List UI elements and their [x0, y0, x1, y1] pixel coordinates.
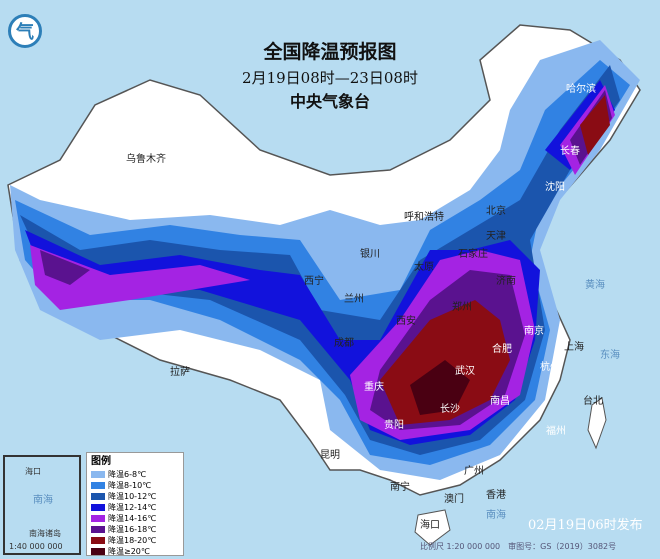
legend-swatch: [91, 515, 105, 522]
city-label: 天津: [486, 231, 506, 242]
city-label: 哈尔滨: [566, 84, 596, 95]
city-label: 乌鲁木齐: [126, 154, 166, 165]
legend-label: 降温6-8℃: [108, 470, 147, 479]
legend-label: 降温18-20℃: [108, 536, 157, 545]
legend-item: 降温12-14℃: [91, 502, 179, 513]
city-label: 南昌: [490, 396, 510, 407]
city-label: 广州: [464, 466, 484, 477]
city-label: 香港: [486, 490, 506, 501]
sea-label: 黄海: [585, 280, 605, 291]
inset-sea-label: 南海: [33, 495, 53, 506]
city-label: 石家庄: [458, 249, 488, 260]
city-label: 太原: [414, 262, 434, 273]
city-label: 沈阳: [545, 182, 565, 193]
city-label: 杭州: [540, 362, 560, 373]
city-label: 南宁: [390, 482, 410, 493]
city-label: 郑州: [452, 302, 472, 313]
city-label: 台北: [583, 396, 603, 407]
sea-label: 东海: [600, 350, 620, 361]
city-label: 澳门: [444, 494, 464, 505]
city-label: 海口: [420, 520, 440, 531]
legend-swatch: [91, 548, 105, 555]
city-label: 北京: [486, 206, 506, 217]
city-label: 武汉: [455, 366, 475, 377]
legend-swatch: [91, 471, 105, 478]
city-label: 成都: [334, 338, 354, 349]
inset-label: 海口: [25, 467, 41, 476]
inset-title: 南海诸岛: [29, 529, 61, 538]
city-label: 上海: [564, 342, 584, 353]
south-china-sea-inset: 海口 南海 南海诸岛 1:40 000 000: [3, 455, 81, 555]
city-label: 合肥: [492, 344, 512, 355]
city-label: 南京: [524, 326, 544, 337]
legend-label: 降温12-14℃: [108, 503, 157, 512]
legend-item: 降温14-16℃: [91, 513, 179, 524]
legend-swatch: [91, 504, 105, 511]
legend-item: 降温6-8℃: [91, 469, 179, 480]
legend-item: 降温16-18℃: [91, 524, 179, 535]
city-label: 银川: [360, 249, 380, 260]
legend-item: 降温8-10℃: [91, 480, 179, 491]
city-label: 长春: [560, 146, 580, 157]
map-title: 全国降温预报图: [263, 41, 397, 63]
legend-item: 降温18-20℃: [91, 535, 179, 546]
city-label: 拉萨: [170, 367, 190, 378]
issuer: 中央气象台: [289, 92, 370, 111]
inset-scale: 1:40 000 000: [9, 542, 63, 551]
legend-swatch: [91, 493, 105, 500]
legend-label: 降温16-18℃: [108, 525, 157, 534]
legend-label: 降温≥20℃: [108, 547, 150, 556]
taiwan: [587, 397, 607, 450]
hainan: [414, 509, 451, 546]
legend: 图例 降温6-8℃ 降温8-10℃ 降温10-12℃ 降温12-14℃ 降温14-16℃…: [86, 452, 184, 556]
cooling-bands: [10, 40, 640, 480]
city-label: 济南: [496, 276, 516, 287]
city-label: 兰州: [344, 294, 364, 305]
forecast-period: 2月19日08时—23日08时: [242, 69, 418, 87]
city-label: 重庆: [364, 382, 384, 393]
city-label: 昆明: [320, 450, 340, 461]
legend-label: 降温10-12℃: [108, 492, 157, 501]
legend-item: 降温≥20℃: [91, 546, 179, 557]
legend-swatch: [91, 526, 105, 533]
cma-logo: 气: [8, 14, 42, 48]
city-label: 长沙: [440, 404, 460, 415]
city-label: 呼和浩特: [404, 212, 444, 223]
city-label: 贵阳: [384, 420, 404, 431]
city-label: 西安: [396, 316, 416, 327]
scale-text: 比例尺 1:20 000 000 审图号：GS（2019）3082号: [420, 542, 617, 551]
legend-label: 降温8-10℃: [108, 481, 152, 490]
sea-label: 南海: [486, 510, 506, 521]
city-label: 福州: [546, 426, 566, 437]
legend-swatch: [91, 537, 105, 544]
legend-item: 降温10-12℃: [91, 491, 179, 502]
legend-swatch: [91, 482, 105, 489]
legend-title: 图例: [91, 456, 111, 467]
city-label: 西宁: [304, 276, 324, 287]
publish-time: 02月19日06时发布: [528, 518, 643, 533]
legend-label: 降温14-16℃: [108, 514, 157, 523]
